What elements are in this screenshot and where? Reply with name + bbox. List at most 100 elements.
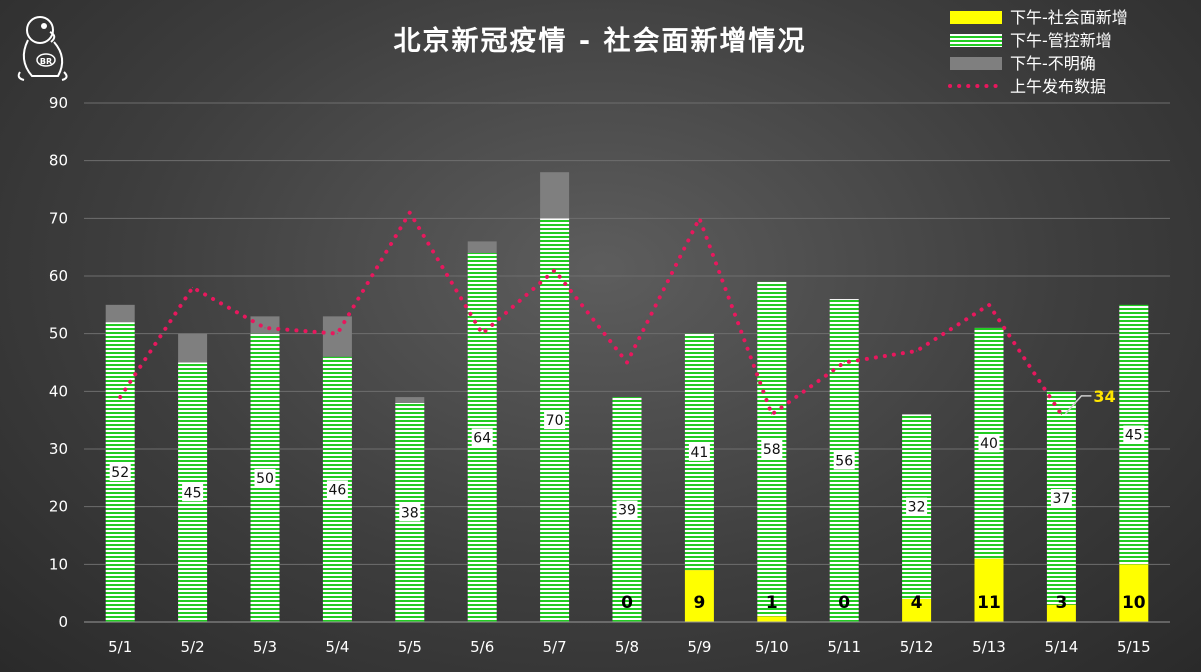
x-tick-label: 5/11 [827, 638, 861, 656]
x-tick-label: 5/13 [972, 638, 1006, 656]
legend-label: 下午-社会面新增 [1010, 8, 1128, 27]
data-label-social: 0 [838, 593, 850, 613]
x-tick-label: 5/4 [325, 638, 349, 656]
legend-swatch [950, 34, 1002, 47]
line-point [336, 333, 338, 335]
data-label-social: 4 [911, 593, 923, 613]
y-tick-label: 30 [49, 440, 68, 458]
bar-unclear [395, 397, 425, 403]
data-label-bg [761, 440, 783, 458]
data-label-controlled: 32 [908, 500, 926, 516]
bar-social [757, 616, 787, 622]
legend-label: 下午-不明确 [1010, 54, 1096, 73]
data-labels: 52 45 50 46 38 64 70 39 0 41 9 58 1 56 0 32 4 40 11 37 3 45 10 [109, 411, 1146, 613]
x-tick-label: 5/7 [543, 638, 567, 656]
bar-social [1119, 564, 1149, 622]
line-point [481, 333, 483, 335]
line-point [1060, 413, 1062, 415]
y-tick-label: 50 [49, 325, 68, 343]
y-tick-label: 80 [49, 152, 68, 170]
bar-unclear [250, 316, 280, 334]
data-label-social: 11 [977, 593, 1001, 613]
x-tick-label: 5/12 [900, 638, 934, 656]
data-label-controlled: 41 [690, 445, 708, 461]
line-point [192, 287, 194, 289]
legend-label: 上午发布数据 [1010, 77, 1106, 96]
bar-unclear [467, 241, 497, 253]
legend-swatch [950, 57, 1002, 70]
bar-unclear [105, 304, 135, 323]
y-tick-label: 60 [49, 267, 68, 285]
bar-social [1046, 604, 1076, 622]
data-label-bg [833, 451, 855, 470]
data-label-controlled: 50 [256, 471, 274, 487]
data-label-bg [182, 483, 204, 502]
data-label-controlled: 56 [835, 454, 853, 470]
data-label-controlled: 45 [184, 485, 202, 501]
chart-title: 北京新冠疫情 - 社会面新增情况 [393, 25, 806, 57]
data-label-controlled: 58 [763, 442, 781, 458]
bar-social [684, 570, 714, 622]
x-tick-label: 5/14 [1045, 638, 1079, 656]
line-point [698, 217, 700, 219]
data-label-bg [471, 428, 493, 447]
bar-social [902, 598, 932, 622]
y-tick-label: 70 [49, 209, 68, 227]
data-label-social: 3 [1055, 593, 1067, 613]
data-label-controlled: 64 [473, 430, 491, 446]
data-label-bg [326, 480, 348, 499]
x-tick-label: 5/6 [470, 638, 494, 656]
data-label-bg [1050, 489, 1072, 508]
logo-icon: BR [17, 16, 68, 81]
x-tick-label: 5/2 [181, 638, 205, 656]
x-tick-label: 5/8 [615, 638, 639, 656]
data-label-bg [688, 442, 710, 461]
data-label-social: 1 [766, 593, 778, 613]
annotations: 34 [1064, 387, 1116, 415]
y-tick-label: 0 [58, 613, 68, 631]
data-label-bg [544, 411, 566, 430]
data-label-social: 0 [621, 593, 633, 613]
data-label-controlled: 70 [546, 413, 564, 429]
data-label-social: 9 [693, 593, 705, 613]
data-label-controlled: 39 [618, 503, 636, 519]
annotation-leader [1064, 395, 1092, 415]
annotation-label: 34 [1093, 387, 1115, 406]
y-tick-label: 90 [49, 94, 68, 112]
x-tick-label: 5/5 [398, 638, 422, 656]
y-tick-label: 10 [49, 555, 68, 573]
data-label-social: 10 [1122, 593, 1146, 613]
line-point [409, 212, 411, 214]
line-point [264, 327, 266, 329]
line-point [626, 362, 628, 363]
bar-unclear [178, 333, 208, 363]
data-label-bg [1123, 425, 1145, 444]
data-label-controlled: 40 [980, 436, 998, 452]
x-axis: 5/1 5/2 5/3 5/4 5/5 5/6 5/7 5/8 5/9 5/10 5/11 5/12 5… [84, 621, 1170, 656]
line-point [988, 304, 990, 306]
x-tick-label: 5/1 [108, 638, 132, 656]
data-label-bg [254, 468, 276, 487]
legend-swatch [950, 11, 1002, 24]
data-label-bg [906, 497, 928, 516]
data-label-controlled: 52 [111, 465, 129, 481]
x-tick-label: 5/10 [755, 638, 789, 656]
data-label-bg [616, 500, 638, 519]
bar-social [974, 558, 1004, 622]
line-point [843, 362, 845, 363]
data-label-bg [109, 463, 131, 482]
y-tick-label: 20 [49, 498, 68, 516]
line-point [771, 413, 773, 415]
x-tick-label: 5/3 [253, 638, 277, 656]
line-point [119, 396, 121, 398]
data-label-controlled: 38 [401, 505, 419, 521]
bars [105, 172, 1149, 623]
data-label-controlled: 46 [328, 482, 346, 498]
bar-unclear [540, 172, 570, 219]
line-series [118, 208, 1064, 418]
x-tick-label: 5/15 [1117, 638, 1151, 656]
data-label-controlled: 37 [1052, 491, 1070, 507]
